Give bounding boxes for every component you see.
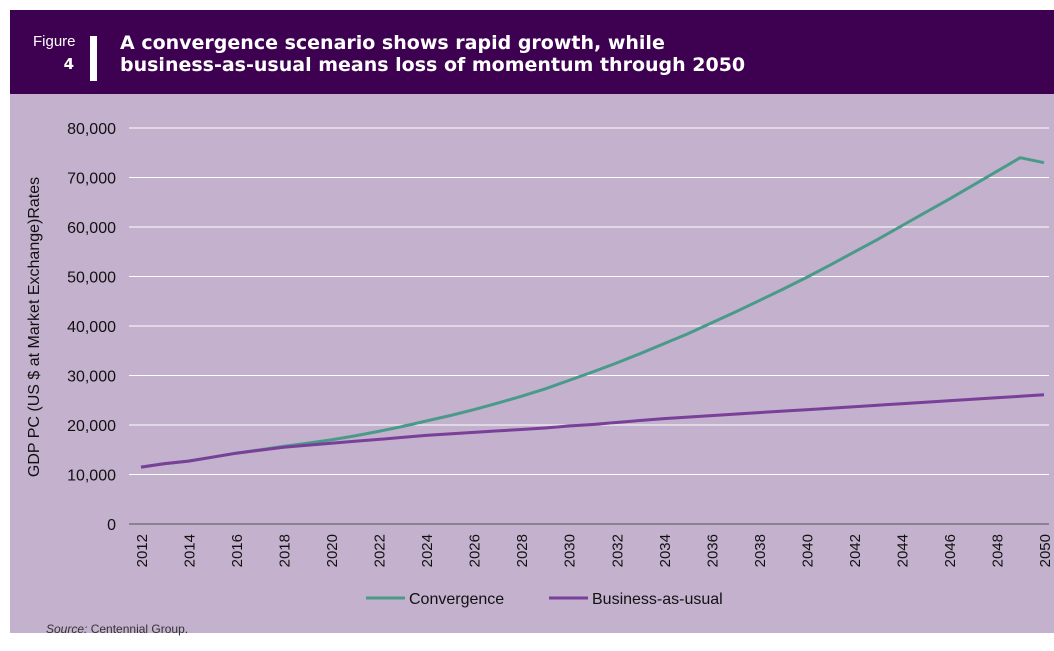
x-tick-label: 2026 bbox=[467, 534, 484, 567]
figure-header: Figure 4 A convergence scenario shows ra… bbox=[10, 10, 1054, 94]
series-line-business-as-usual bbox=[140, 393, 1045, 469]
figure-title-line-1: A convergence scenario shows rapid growt… bbox=[120, 32, 665, 54]
source-text: Centennial Group. bbox=[87, 622, 188, 636]
y-tick-labels: 0 10,000 20,000 30,000 40,000 50,000 60,000 70,… bbox=[67, 121, 116, 534]
x-tick-label: 2028 bbox=[514, 534, 531, 567]
series-line-convergence bbox=[140, 156, 1045, 469]
x-tick-label: 2050 bbox=[1037, 534, 1054, 567]
x-tick-label: 2034 bbox=[657, 534, 674, 567]
legend: Convergence Business-as-usual bbox=[366, 591, 723, 608]
x-tick-label: 2020 bbox=[324, 534, 341, 567]
x-tick-label: 2030 bbox=[562, 534, 579, 567]
x-tick-labels: 2012 2014 2016 2018 2020 2022 2024 2026 2028 2030… bbox=[134, 534, 1054, 567]
x-tick-label: 2036 bbox=[704, 534, 721, 567]
x-tick-label: 2040 bbox=[799, 534, 816, 567]
series-lines bbox=[140, 156, 1045, 469]
figure-title-line-2: business-as-usual means loss of momentum… bbox=[120, 54, 746, 76]
x-tick-label: 2038 bbox=[752, 534, 769, 567]
y-tick-label: 30,000 bbox=[67, 369, 116, 386]
grid-lines bbox=[129, 127, 1049, 475]
y-tick-label: 0 bbox=[107, 517, 116, 534]
legend-label-business-as-usual: Business-as-usual bbox=[592, 591, 723, 608]
y-tick-label: 60,000 bbox=[67, 220, 116, 237]
x-tick-label: 2012 bbox=[134, 534, 151, 567]
x-tick-label: 2016 bbox=[229, 534, 246, 567]
x-tick-label: 2014 bbox=[182, 534, 199, 567]
x-tick-label: 2044 bbox=[894, 534, 911, 567]
figure-title: A convergence scenario shows rapid growt… bbox=[120, 32, 1040, 76]
x-tick-label: 2042 bbox=[847, 534, 864, 567]
y-tick-label: 50,000 bbox=[67, 270, 116, 287]
x-tick-label: 2024 bbox=[419, 534, 436, 567]
source-prefix: Source: bbox=[46, 622, 87, 636]
x-tick-label: 2022 bbox=[372, 534, 389, 567]
y-tick-label: 70,000 bbox=[67, 171, 116, 188]
y-axis-label: GDP PC (US $ at Market Exchange)Rates bbox=[26, 177, 43, 477]
x-tick-label: 2018 bbox=[277, 534, 294, 567]
header-divider bbox=[90, 36, 97, 81]
y-tick-label: 40,000 bbox=[67, 319, 116, 336]
x-tick-label: 2048 bbox=[989, 534, 1006, 567]
figure-label: Figure bbox=[33, 33, 76, 50]
y-tick-label: 10,000 bbox=[67, 468, 116, 485]
source-note: Source: Centennial Group. bbox=[46, 622, 188, 636]
figure-number: 4 bbox=[63, 55, 74, 73]
y-tick-label: 80,000 bbox=[67, 121, 116, 138]
figure-frame bbox=[10, 10, 1054, 633]
legend-label-convergence: Convergence bbox=[409, 591, 504, 608]
x-tick-label: 2032 bbox=[609, 534, 626, 567]
y-tick-label: 20,000 bbox=[67, 418, 116, 435]
x-tick-label: 2046 bbox=[942, 534, 959, 567]
